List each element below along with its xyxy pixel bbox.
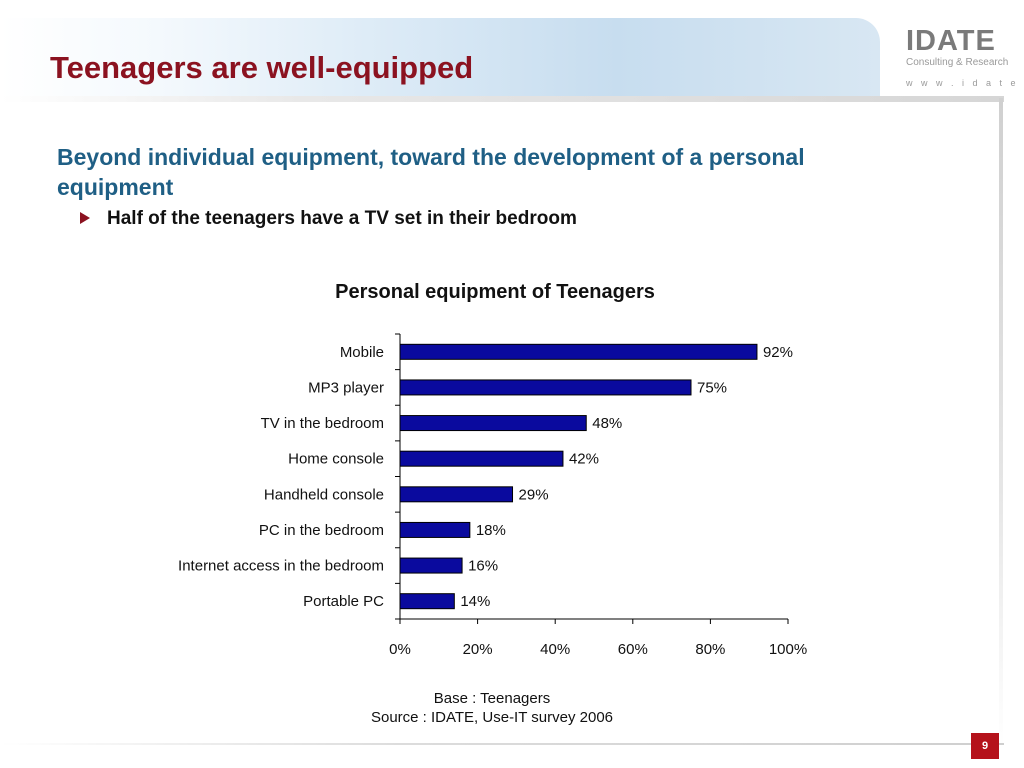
- x-tick-label: 80%: [695, 641, 725, 658]
- bullet-text: Half of the teenagers have a TV set in t…: [107, 208, 577, 229]
- x-tick-label: 0%: [389, 641, 411, 658]
- bar: [399, 557, 463, 574]
- category-label: Internet access in the bedroom: [178, 558, 384, 575]
- category-label: TV in the bedroom: [261, 415, 384, 432]
- footer-divider: [0, 743, 1004, 745]
- bar: [399, 450, 564, 467]
- x-tick-label: 100%: [769, 641, 807, 658]
- right-border: [999, 98, 1003, 748]
- base-note: Base : Teenagers: [433, 690, 551, 707]
- bar: [399, 486, 514, 503]
- x-tick-label: 40%: [540, 641, 570, 658]
- category-label: MP3 player: [308, 379, 384, 396]
- data-label: 29%: [519, 486, 549, 503]
- chart-marks: 0% 20% 40% 60% 80% 100% Mobile 92% MP3 player 75%…: [178, 333, 807, 658]
- category-label: Mobile: [340, 344, 384, 361]
- category-label: PC in the bedroom: [259, 522, 384, 539]
- data-label: 92%: [763, 344, 793, 361]
- bar-chart: Personal equipment of Teenagers 0% 20% 40%…: [178, 281, 807, 658]
- data-label: 16%: [468, 558, 498, 575]
- chart-title: Personal equipment of Teenagers: [335, 281, 655, 303]
- x-tick-label: 20%: [463, 641, 493, 658]
- bar: [399, 343, 758, 360]
- data-label: 18%: [476, 522, 506, 539]
- logo-url: w w w . i d a t e . o r g: [906, 78, 1024, 88]
- page-number-badge: 9: [971, 733, 999, 759]
- category-label: Handheld console: [264, 486, 384, 503]
- idate-logo: IDATE Consulting & Research w w w . i d …: [906, 25, 1024, 88]
- bar: [399, 379, 692, 396]
- header-band: [0, 18, 880, 96]
- category-label: Home console: [288, 451, 384, 468]
- logo-wordmark: IDATE: [906, 25, 996, 57]
- x-tick-label: 60%: [618, 641, 648, 658]
- slide-subtitle: Beyond individual equipment, toward the …: [57, 144, 805, 200]
- slide-title: Teenagers are well-equipped: [50, 50, 474, 85]
- data-label: 14%: [460, 593, 490, 610]
- bar: [399, 415, 587, 432]
- logo-tagline: Consulting & Research: [906, 57, 1009, 68]
- chart-source-note: Base : Teenagers Source : IDATE, Use-IT …: [280, 689, 704, 727]
- data-label: 75%: [697, 379, 727, 396]
- data-label: 48%: [592, 415, 622, 432]
- bullet-arrow-icon: [80, 211, 90, 224]
- bar: [399, 593, 455, 610]
- bar: [399, 521, 471, 538]
- category-label: Portable PC: [303, 593, 384, 610]
- source-note: Source : IDATE, Use-IT survey 2006: [370, 709, 614, 726]
- bullet-point: Half of the teenagers have a TV set in t…: [80, 208, 577, 230]
- header-divider: [0, 96, 1004, 102]
- data-label: 42%: [569, 451, 599, 468]
